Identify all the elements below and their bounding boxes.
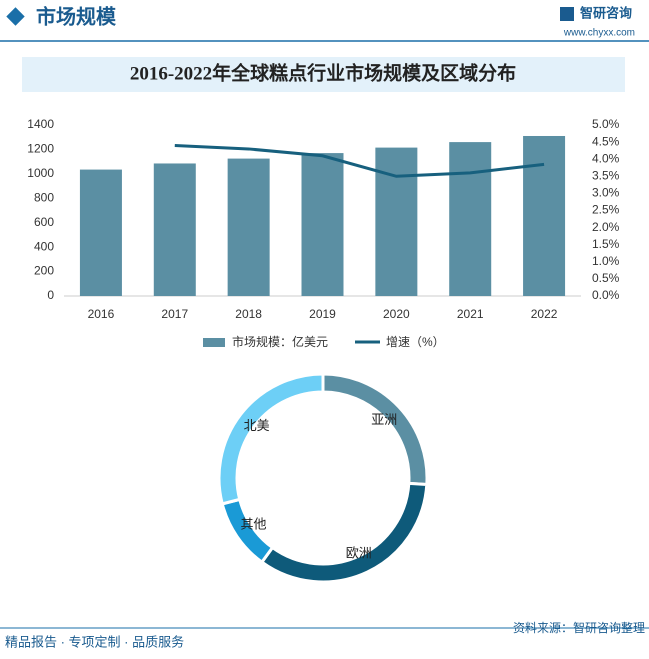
legend-label: 市场规模：亿美元: [232, 334, 328, 349]
brand-name: 智研咨询: [580, 5, 632, 20]
x-tick-label: 2018: [235, 307, 262, 321]
segment-label: 其他: [241, 517, 267, 532]
chart-title: 2016-2022年全球糕点行业市场规模及区域分布: [130, 61, 516, 84]
y2-tick-label: 4.5%: [592, 134, 620, 148]
bar: [79, 169, 122, 296]
x-tick-label: 2022: [531, 307, 558, 321]
y-tick-label: 400: [34, 239, 54, 253]
donut-segment: [259, 481, 429, 584]
segment-label: 北美: [244, 418, 270, 433]
legend-swatch: [203, 338, 225, 347]
legend-label: 增速（%）: [386, 335, 445, 349]
segment-label: 亚洲: [371, 412, 397, 427]
bar: [301, 153, 344, 296]
donut-segment: [217, 372, 325, 506]
y2-tick-label: 2.5%: [592, 203, 620, 217]
x-tick-label: 2021: [457, 307, 484, 321]
y2-tick-label: 2.0%: [592, 220, 620, 234]
y2-tick-label: 3.5%: [592, 168, 620, 182]
y-tick-label: 600: [34, 215, 54, 229]
bar: [375, 147, 418, 296]
y-tick-label: 1000: [27, 166, 54, 180]
donut-segment: [321, 372, 429, 487]
x-tick-label: 2017: [161, 307, 188, 321]
header-icon: [6, 7, 25, 26]
y-tick-label: 0: [47, 288, 54, 302]
x-tick-label: 2019: [309, 307, 336, 321]
brand-logo: [560, 7, 574, 21]
footer-slogan: 精品报告 · 专项定制 · 品质服务: [5, 634, 184, 649]
y2-tick-label: 5.0%: [592, 117, 620, 131]
footer-source: 资料来源：智研咨询整理: [513, 620, 645, 635]
y2-tick-label: 4.0%: [592, 151, 620, 165]
y-tick-label: 800: [34, 190, 54, 204]
y-tick-label: 1400: [27, 117, 54, 131]
bar: [523, 135, 566, 296]
y2-tick-label: 0.5%: [592, 271, 620, 285]
bar: [227, 158, 270, 296]
y-tick-label: 200: [34, 264, 54, 278]
header-title: 市场规模: [36, 4, 117, 28]
y2-tick-label: 1.0%: [592, 254, 620, 268]
y2-tick-label: 1.5%: [592, 237, 620, 251]
brand-url: www.chyxx.com: [563, 28, 635, 39]
segment-label: 欧洲: [346, 545, 372, 560]
y2-tick-label: 3.0%: [592, 186, 620, 200]
bar: [153, 163, 196, 296]
y2-tick-label: 0.0%: [592, 288, 620, 302]
bar: [449, 142, 492, 296]
y-tick-label: 1200: [27, 142, 54, 156]
x-tick-label: 2020: [383, 307, 410, 321]
title-band: [22, 57, 625, 92]
x-tick-label: 2016: [88, 307, 115, 321]
line: [174, 144, 545, 178]
